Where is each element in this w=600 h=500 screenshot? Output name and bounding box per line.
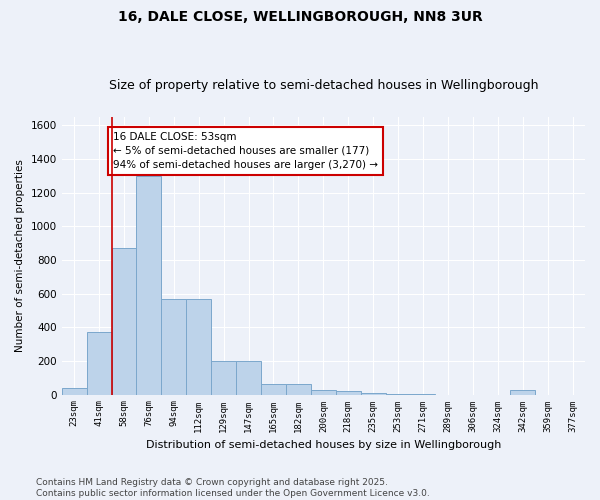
Bar <box>136 176 161 394</box>
Bar <box>286 384 311 394</box>
Bar <box>161 298 186 394</box>
Bar <box>186 298 211 394</box>
Title: Size of property relative to semi-detached houses in Wellingborough: Size of property relative to semi-detach… <box>109 79 538 92</box>
Bar <box>211 361 236 394</box>
Text: 16, DALE CLOSE, WELLINGBOROUGH, NN8 3UR: 16, DALE CLOSE, WELLINGBOROUGH, NN8 3UR <box>118 10 482 24</box>
X-axis label: Distribution of semi-detached houses by size in Wellingborough: Distribution of semi-detached houses by … <box>146 440 501 450</box>
Bar <box>86 332 112 394</box>
Text: Contains HM Land Registry data © Crown copyright and database right 2025.
Contai: Contains HM Land Registry data © Crown c… <box>36 478 430 498</box>
Bar <box>336 391 361 394</box>
Bar <box>510 390 535 394</box>
Bar <box>311 390 336 394</box>
Y-axis label: Number of semi-detached properties: Number of semi-detached properties <box>15 159 25 352</box>
Bar <box>112 248 136 394</box>
Bar <box>236 361 261 394</box>
Text: 16 DALE CLOSE: 53sqm
← 5% of semi-detached houses are smaller (177)
94% of semi-: 16 DALE CLOSE: 53sqm ← 5% of semi-detach… <box>113 132 378 170</box>
Bar <box>62 388 86 394</box>
Bar <box>361 393 386 394</box>
Bar <box>261 384 286 394</box>
